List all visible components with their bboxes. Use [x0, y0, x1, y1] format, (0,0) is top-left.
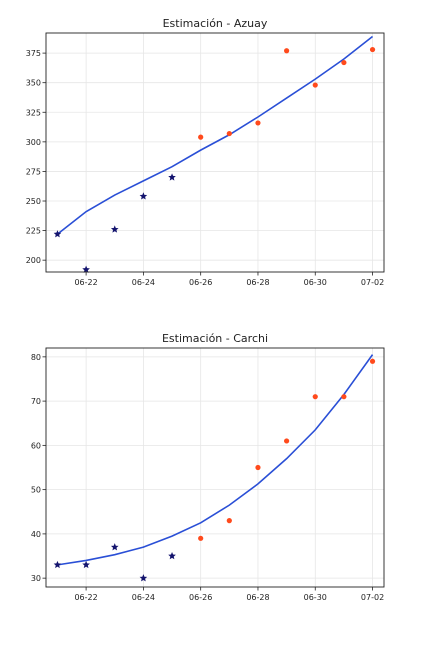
y-tick-label: 80	[31, 353, 41, 362]
chart-panel-1: Estimación - Azuay 06-22 06-24 06-26 06-28 06…	[26, 17, 385, 287]
estimated-point	[369, 358, 376, 364]
y-tick-label: 200	[26, 256, 41, 265]
estimated-point	[255, 120, 261, 126]
y-tick-label: 250	[26, 197, 41, 206]
x-tick-label: 06-28	[246, 278, 269, 287]
observed-point	[82, 265, 90, 273]
estimated-point	[255, 464, 261, 471]
estimated-point	[341, 394, 347, 400]
y-tick-label: 60	[31, 441, 41, 450]
y-tick-label: 225	[26, 227, 41, 236]
observed-point	[53, 230, 62, 238]
estimated-point	[312, 394, 318, 400]
x-tick-label: 07-02	[361, 593, 384, 602]
observed-point	[110, 543, 119, 551]
plot-frame	[45, 32, 385, 273]
y-tick-label: 30	[31, 574, 41, 583]
y-tick-label: 275	[26, 167, 41, 176]
y-tick-label: 325	[26, 108, 41, 117]
observed-point	[168, 173, 176, 181]
observed-point	[139, 574, 148, 582]
chart-title: Estimación - Azuay	[163, 17, 268, 30]
x-tick-label: 06-26	[189, 278, 212, 287]
estimated-point	[284, 48, 290, 54]
estimated-point	[226, 518, 232, 524]
y-tick-label: 300	[26, 138, 41, 147]
y-tick-label: 375	[26, 49, 41, 58]
chart-panel-2: Estimación - Carchi 06-22 06-24 06-26 06-28 0…	[31, 332, 385, 602]
estimated-point	[284, 438, 290, 444]
x-tick-label: 06-24	[132, 278, 155, 287]
x-tick-label: 06-28	[246, 593, 269, 602]
fit-line	[56, 35, 374, 235]
plot-frame	[45, 347, 385, 588]
estimated-point	[226, 130, 232, 137]
y-tick-label: 350	[26, 79, 41, 88]
x-tick-label: 06-30	[304, 593, 327, 602]
estimated-point	[198, 535, 204, 541]
observed-point	[82, 560, 90, 569]
estimated-point	[369, 46, 376, 53]
x-tick-label: 06-22	[74, 593, 97, 602]
x-tick-label: 06-24	[132, 593, 155, 602]
estimated-point	[312, 82, 318, 88]
y-tick-label: 40	[31, 530, 41, 539]
x-tick-label: 07-02	[361, 278, 384, 287]
chart-title: Estimación - Carchi	[162, 332, 268, 345]
x-tick-label: 06-22	[74, 278, 97, 287]
y-tick-label: 70	[31, 397, 41, 406]
x-tick-label: 06-30	[304, 278, 327, 287]
observed-point	[168, 552, 176, 560]
x-tick-label: 06-26	[189, 593, 212, 602]
estimated-point	[341, 59, 347, 66]
observed-point	[53, 560, 62, 569]
observed-point	[110, 225, 119, 233]
y-tick-label: 50	[31, 486, 41, 495]
estimated-point	[198, 134, 204, 140]
observed-point	[139, 192, 148, 200]
fit-line	[57, 354, 374, 566]
